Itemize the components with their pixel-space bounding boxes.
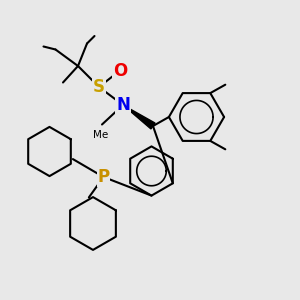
Text: Me: Me	[93, 130, 108, 140]
Text: N: N	[116, 96, 130, 114]
Text: O: O	[113, 61, 127, 80]
Text: S: S	[93, 78, 105, 96]
Text: P: P	[98, 168, 110, 186]
Polygon shape	[123, 105, 155, 129]
